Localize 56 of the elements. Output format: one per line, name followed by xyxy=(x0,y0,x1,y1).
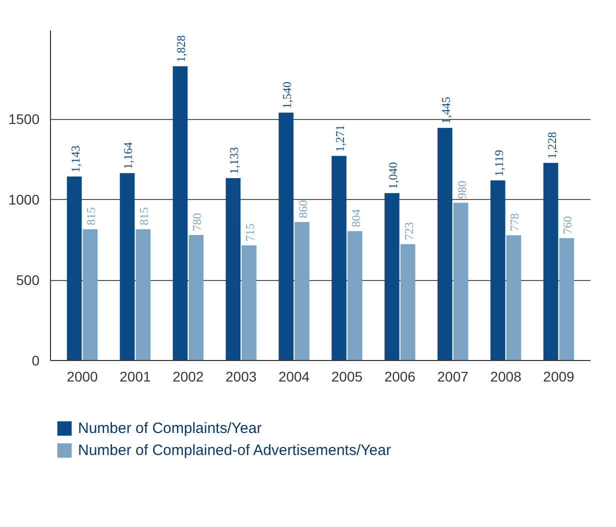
bar xyxy=(438,128,452,360)
x-tick-label: 2006 xyxy=(384,368,416,384)
y-tick-label: 1000 xyxy=(8,192,40,208)
bar xyxy=(543,162,558,360)
data-label: 778 xyxy=(508,213,522,232)
data-label: 1,540 xyxy=(280,82,294,109)
data-label: 1,228 xyxy=(544,132,559,159)
bar xyxy=(332,156,346,360)
bar xyxy=(506,235,522,360)
data-label: 1,119 xyxy=(492,150,506,176)
data-label: 980 xyxy=(454,180,469,199)
data-label: 1,133 xyxy=(227,147,242,174)
bar xyxy=(348,231,362,360)
bar xyxy=(278,112,294,360)
bar xyxy=(384,193,400,360)
bar xyxy=(490,180,506,360)
x-tick-label: 2003 xyxy=(226,368,257,384)
x-tick-label: 2004 xyxy=(278,368,310,384)
legend-label: Number of Complained-of Advertisements/Year xyxy=(78,442,391,458)
data-label: 715 xyxy=(243,223,258,242)
bar xyxy=(82,229,98,360)
bar xyxy=(559,238,574,360)
bar xyxy=(66,176,82,360)
data-label: 1,040 xyxy=(386,162,400,190)
bar xyxy=(188,234,204,360)
x-tick-label: 2000 xyxy=(66,368,98,384)
bar xyxy=(294,222,310,360)
data-label: 860 xyxy=(296,200,310,218)
y-tick-label: 1500 xyxy=(8,111,40,128)
data-label: 1,143 xyxy=(68,146,82,173)
data-label: 1,164 xyxy=(121,142,136,170)
x-tick-label: 2008 xyxy=(490,368,522,384)
bar xyxy=(226,178,241,360)
x-tick-label: 2009 xyxy=(543,368,575,384)
data-label: 723 xyxy=(402,222,416,240)
bar xyxy=(242,245,256,360)
x-tick-label: 2007 xyxy=(437,368,469,384)
x-tick-label: 2005 xyxy=(331,368,363,384)
data-label: 760 xyxy=(560,216,575,234)
data-label: 1,445 xyxy=(438,96,453,124)
data-label: 1,828 xyxy=(174,35,188,62)
bar xyxy=(453,202,468,360)
y-tick-label: 0 xyxy=(32,352,40,368)
y-tick-label: 500 xyxy=(16,272,40,288)
bar xyxy=(400,244,416,360)
bar xyxy=(136,229,151,360)
bar xyxy=(120,173,135,360)
x-tick-label: 2001 xyxy=(120,368,151,384)
data-label: 780 xyxy=(190,212,204,231)
data-label: 1,271 xyxy=(333,124,348,152)
legend-label: Number of Complaints/Year xyxy=(78,420,262,436)
bar xyxy=(172,66,188,360)
data-label: 815 xyxy=(84,207,98,226)
data-label: 815 xyxy=(137,207,152,226)
data-label: 804 xyxy=(348,209,363,228)
x-tick-label: 2002 xyxy=(172,368,204,384)
